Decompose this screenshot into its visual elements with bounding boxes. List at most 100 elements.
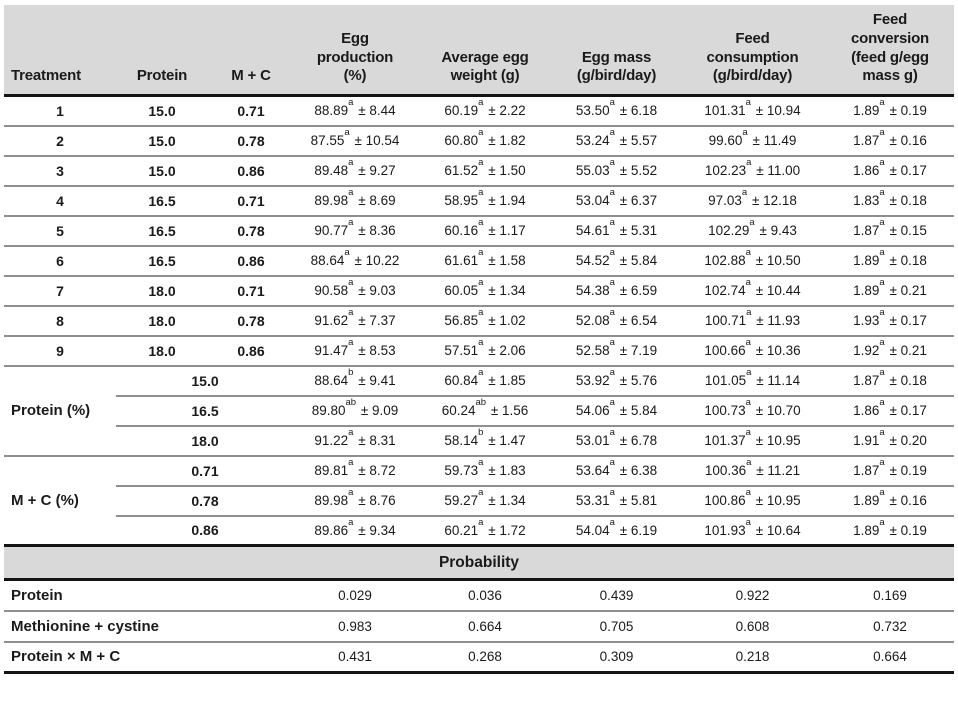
treatment-row: 2 15.0 0.78 87.55a ± 10.54 60.80a ± 1.82 53.2… [4, 125, 954, 157]
mc-cell: 0.71 [208, 95, 294, 127]
paper-table-page: Treatment Protein M + C Egg production (%) A… [4, 5, 954, 674]
probability-feed-conversion-cell: 0.732 [826, 610, 954, 643]
egg-production-cell: 88.89a ± 8.44 [294, 95, 416, 127]
mc-cell: 0.86 [208, 335, 294, 367]
probability-egg-mass-cell: 0.705 [554, 610, 679, 643]
column-header-egg-weight: Average egg weight (g) [416, 5, 554, 97]
treatment-cell: 2 [4, 125, 116, 157]
protein-group-rows: Protein (%) 15.0 88.64b ± 9.41 60.84a ± 1.8… [4, 365, 954, 457]
egg-weight-cell: 58.95a ± 1.94 [416, 185, 554, 217]
feed-consumption-cell: 101.31a ± 10.94 [679, 95, 826, 127]
mc-level-cell: 0.86 [116, 515, 294, 547]
egg-weight-cell: 57.51a ± 2.06 [416, 335, 554, 367]
treatment-row: 9 18.0 0.86 91.47a ± 8.53 57.51a ± 2.06 52.58… [4, 335, 954, 367]
feed-consumption-cell: 100.73a ± 10.70 [679, 395, 826, 427]
egg-production-cell: 88.64a ± 10.22 [294, 245, 416, 277]
egg-mass-cell: 52.58a ± 7.19 [554, 335, 679, 367]
egg-mass-cell: 53.04a ± 6.37 [554, 185, 679, 217]
feed-conversion-cell: 1.92a ± 0.21 [826, 335, 954, 367]
feed-conversion-cell: 1.93a ± 0.17 [826, 305, 954, 337]
treatment-row: 5 16.5 0.78 90.77a ± 8.36 60.16a ± 1.17 54.61… [4, 215, 954, 247]
treatment-row: 1 15.0 0.71 88.89a ± 8.44 60.19a ± 2.22 53.50… [4, 95, 954, 127]
egg-production-cell: 91.47a ± 8.53 [294, 335, 416, 367]
probability-egg-production-cell: 0.029 [294, 579, 416, 612]
probability-egg-production-cell: 0.983 [294, 610, 416, 643]
column-header-egg-production: Egg production (%) [294, 5, 416, 97]
feed-conversion-cell: 1.89a ± 0.21 [826, 275, 954, 307]
probability-row: Protein 0.029 0.036 0.439 0.922 0.169 [4, 579, 954, 612]
egg-mass-cell: 53.64a ± 6.38 [554, 455, 679, 487]
mc-level-cell: 0.71 [116, 455, 294, 487]
feed-conversion-cell: 1.87a ± 0.19 [826, 455, 954, 487]
probability-source-label: Protein [4, 579, 294, 612]
feed-consumption-cell: 102.74a ± 10.44 [679, 275, 826, 307]
feed-consumption-cell: 101.05a ± 11.14 [679, 365, 826, 397]
probability-source-label: Protein × M + C [4, 641, 294, 674]
treatment-cell: 7 [4, 275, 116, 307]
probability-egg-weight-cell: 0.268 [416, 641, 554, 674]
treatment-cell: 4 [4, 185, 116, 217]
treatment-rows: 1 15.0 0.71 88.89a ± 8.44 60.19a ± 2.22 53.50… [4, 95, 954, 367]
egg-weight-cell: 60.05a ± 1.34 [416, 275, 554, 307]
mc-group-rows: M + C (%) 0.71 89.81a ± 8.72 59.73a ± 1.83 5… [4, 455, 954, 547]
column-header-feed-consumption: Feed consumption (g/bird/day) [679, 5, 826, 97]
feed-consumption-cell: 100.86a ± 10.95 [679, 485, 826, 517]
probability-feed-consumption-cell: 0.218 [679, 641, 826, 674]
egg-production-cell: 91.22a ± 8.31 [294, 425, 416, 457]
column-header-treatment: Treatment [4, 5, 116, 97]
protein-level-cell: 18.0 [116, 425, 294, 457]
egg-mass-cell: 53.24a ± 5.57 [554, 125, 679, 157]
egg-mass-cell: 53.31a ± 5.81 [554, 485, 679, 517]
protein-level-cell: 15.0 [116, 365, 294, 397]
egg-weight-cell: 61.52a ± 1.50 [416, 155, 554, 187]
mc-cell: 0.86 [208, 245, 294, 277]
protein-cell: 18.0 [116, 305, 208, 337]
treatment-cell: 5 [4, 215, 116, 247]
protein-mean-row: 16.5 89.80ab ± 9.09 60.24ab ± 1.56 54.06a ±… [4, 395, 954, 427]
probability-source-label: Methionine + cystine [4, 610, 294, 643]
column-header-protein: Protein [116, 5, 208, 97]
protein-cell: 18.0 [116, 335, 208, 367]
egg-weight-cell: 59.73a ± 1.83 [416, 455, 554, 487]
egg-mass-cell: 54.38a ± 6.59 [554, 275, 679, 307]
egg-weight-cell: 60.19a ± 2.22 [416, 95, 554, 127]
protein-cell: 15.0 [116, 95, 208, 127]
feed-consumption-cell: 100.66a ± 10.36 [679, 335, 826, 367]
egg-mass-cell: 53.92a ± 5.76 [554, 365, 679, 397]
feed-conversion-cell: 1.89a ± 0.16 [826, 485, 954, 517]
probability-section: Probability Protein 0.029 0.036 0.439 0.922 0… [4, 544, 954, 674]
feed-conversion-cell: 1.87a ± 0.16 [826, 125, 954, 157]
feed-consumption-cell: 101.37a ± 10.95 [679, 425, 826, 457]
egg-mass-cell: 52.08a ± 6.54 [554, 305, 679, 337]
mc-cell: 0.71 [208, 275, 294, 307]
egg-production-cell: 91.62a ± 7.37 [294, 305, 416, 337]
egg-weight-cell: 60.84a ± 1.85 [416, 365, 554, 397]
probability-feed-consumption-cell: 0.922 [679, 579, 826, 612]
egg-weight-cell: 58.14b ± 1.47 [416, 425, 554, 457]
egg-mass-cell: 53.01a ± 6.78 [554, 425, 679, 457]
feed-conversion-cell: 1.86a ± 0.17 [826, 155, 954, 187]
probability-egg-weight-cell: 0.664 [416, 610, 554, 643]
probability-band-row: Probability [4, 544, 954, 581]
egg-weight-cell: 59.27a ± 1.34 [416, 485, 554, 517]
egg-production-cell: 89.98a ± 8.69 [294, 185, 416, 217]
mc-cell: 0.86 [208, 155, 294, 187]
egg-production-cell: 88.64b ± 9.41 [294, 365, 416, 397]
egg-production-cell: 89.81a ± 8.72 [294, 455, 416, 487]
probability-row: Methionine + cystine 0.983 0.664 0.705 0.608… [4, 610, 954, 643]
feed-conversion-cell: 1.83a ± 0.18 [826, 185, 954, 217]
egg-mass-cell: 54.06a ± 5.84 [554, 395, 679, 427]
probability-feed-conversion-cell: 0.169 [826, 579, 954, 612]
probability-feed-consumption-cell: 0.608 [679, 610, 826, 643]
feed-consumption-cell: 102.88a ± 10.50 [679, 245, 826, 277]
mc-mean-row: M + C (%) 0.71 89.81a ± 8.72 59.73a ± 1.83 5… [4, 455, 954, 547]
egg-mass-cell: 55.03a ± 5.52 [554, 155, 679, 187]
protein-level-cell: 16.5 [116, 395, 294, 427]
header-row: Treatment Protein M + C Egg production (%) A… [4, 5, 954, 97]
treatment-cell: 8 [4, 305, 116, 337]
feed-conversion-cell: 1.87a ± 0.15 [826, 215, 954, 247]
egg-weight-cell: 60.24ab ± 1.56 [416, 395, 554, 427]
egg-production-cell: 87.55a ± 10.54 [294, 125, 416, 157]
column-header-feed-conversion: Feed conversion (feed g/egg mass g) [826, 5, 954, 97]
mc-mean-row: 0.86 89.86a ± 9.34 60.21a ± 1.72 54.04a ± 6… [4, 515, 954, 547]
